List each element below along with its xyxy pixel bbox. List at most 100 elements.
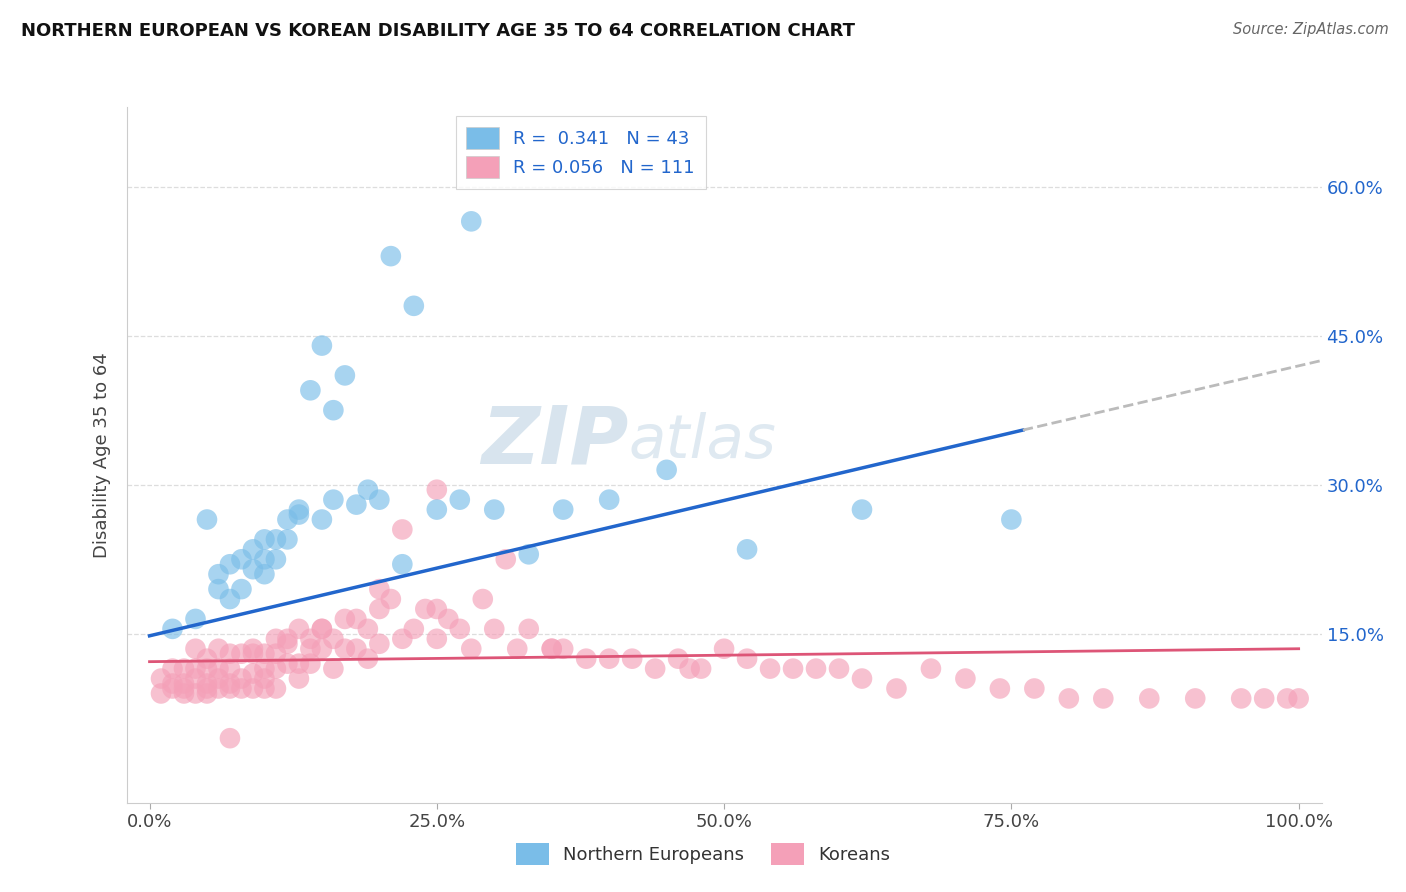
Point (231, 552, 253, 566)
Point (173, 681, 195, 696)
Point (804, 662, 827, 676)
Point (150, 672, 173, 686)
Point (264, 552, 287, 566)
Point (368, 492, 391, 507)
Point (195, 651, 218, 665)
Point (449, 622, 471, 636)
Point (402, 299, 425, 313)
Point (449, 492, 471, 507)
Point (195, 676, 218, 690)
Point (380, 249, 402, 263)
Point (162, 676, 184, 690)
Point (517, 622, 540, 636)
Point (1275, 691, 1298, 706)
Point (288, 672, 311, 686)
Point (735, 542, 758, 557)
Point (1253, 691, 1275, 706)
Point (851, 502, 873, 516)
Point (253, 567, 276, 582)
Point (195, 681, 218, 696)
Point (253, 681, 276, 696)
Point (242, 681, 264, 696)
Point (322, 403, 344, 417)
Point (184, 612, 207, 626)
Point (368, 637, 391, 651)
Point (299, 657, 322, 671)
Point (322, 492, 344, 507)
Point (231, 647, 253, 661)
Point (264, 647, 287, 661)
Point (276, 657, 298, 671)
Point (195, 662, 218, 676)
Point (242, 666, 264, 681)
Point (219, 558, 242, 572)
Point (207, 582, 229, 596)
Point (828, 662, 851, 676)
Point (219, 676, 242, 690)
Point (333, 368, 356, 383)
Point (311, 641, 333, 656)
Point (311, 622, 333, 636)
Point (184, 672, 207, 686)
Point (173, 662, 195, 676)
Point (219, 592, 242, 607)
Point (413, 602, 436, 616)
Point (368, 582, 391, 596)
Point (276, 512, 298, 526)
Point (391, 558, 413, 572)
Point (242, 542, 264, 557)
Legend: R =  0.341   N = 43, R = 0.056   N = 111: R = 0.341 N = 43, R = 0.056 N = 111 (456, 116, 706, 189)
Point (1092, 691, 1115, 706)
Point (322, 662, 344, 676)
Point (851, 672, 873, 686)
Point (759, 662, 782, 676)
Point (988, 681, 1011, 696)
Point (219, 647, 242, 661)
Point (460, 214, 482, 228)
Point (666, 651, 689, 665)
Point (437, 612, 460, 626)
Point (162, 622, 184, 636)
Point (391, 632, 413, 646)
Point (1000, 512, 1022, 526)
Point (276, 632, 298, 646)
Point (184, 662, 207, 676)
Point (288, 502, 311, 516)
Point (162, 681, 184, 696)
Text: NORTHERN EUROPEAN VS KOREAN DISABILITY AGE 35 TO 64 CORRELATION CHART: NORTHERN EUROPEAN VS KOREAN DISABILITY A… (21, 22, 855, 40)
Point (311, 512, 333, 526)
Point (344, 612, 367, 626)
Point (219, 731, 242, 746)
Point (207, 641, 229, 656)
Point (299, 632, 322, 646)
Point (231, 681, 253, 696)
Point (264, 533, 287, 547)
Point (276, 637, 298, 651)
Point (402, 622, 425, 636)
Point (253, 647, 276, 661)
Point (242, 641, 264, 656)
Point (540, 641, 562, 656)
Point (357, 651, 380, 665)
Point (344, 641, 367, 656)
Point (955, 672, 977, 686)
Point (162, 662, 184, 676)
Point (713, 641, 735, 656)
Point (231, 582, 253, 596)
Point (655, 463, 678, 477)
Point (207, 672, 229, 686)
Point (195, 512, 218, 526)
Point (322, 632, 344, 646)
Text: atlas: atlas (628, 411, 776, 470)
Point (506, 641, 529, 656)
Point (598, 651, 620, 665)
Point (690, 662, 713, 676)
Point (460, 641, 482, 656)
Point (1230, 691, 1253, 706)
Point (495, 552, 517, 566)
Point (311, 622, 333, 636)
Text: Source: ZipAtlas.com: Source: ZipAtlas.com (1233, 22, 1389, 37)
Point (391, 523, 413, 537)
Point (264, 662, 287, 676)
Point (276, 533, 298, 547)
